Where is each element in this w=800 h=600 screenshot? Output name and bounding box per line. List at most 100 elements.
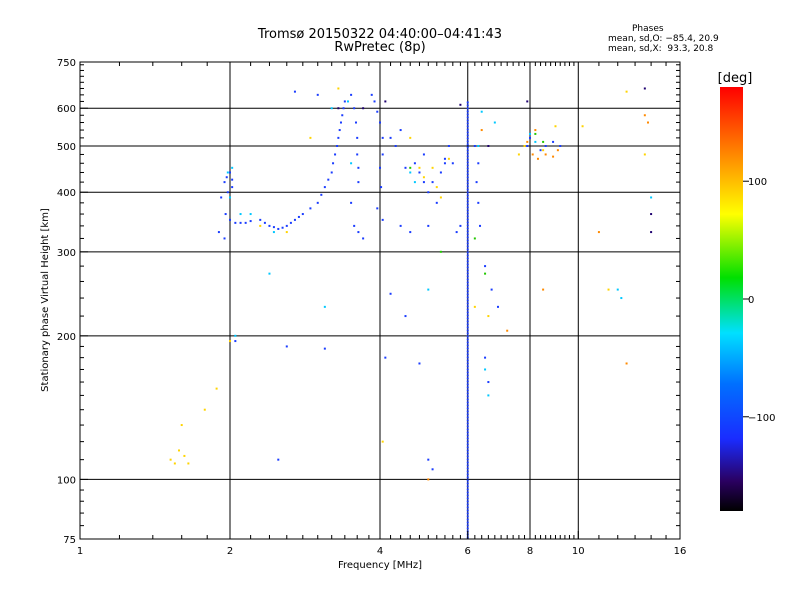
data-point	[466, 248, 469, 251]
data-point	[466, 209, 469, 212]
axis-ticks: 1 2 4 6 8 10 16 75 100 200 300 400 500 600 750	[57, 58, 686, 557]
data-point	[466, 206, 469, 209]
data-point	[466, 143, 469, 146]
data-point	[466, 326, 469, 329]
data-point	[466, 149, 469, 152]
data-point	[229, 340, 231, 343]
data-point	[484, 356, 487, 359]
data-point	[466, 476, 469, 479]
data-point	[220, 196, 223, 199]
data-point	[496, 305, 499, 308]
data-point	[466, 305, 469, 308]
data-point	[466, 275, 469, 278]
vertical-band	[466, 101, 469, 539]
data-point	[337, 107, 340, 110]
data-point	[552, 140, 555, 143]
data-point	[183, 454, 186, 457]
data-point	[268, 224, 271, 227]
data-point	[466, 455, 469, 458]
data-point	[268, 272, 271, 275]
data-point	[362, 237, 365, 240]
data-point	[409, 136, 412, 139]
data-point	[379, 121, 381, 124]
data-point	[466, 104, 469, 107]
data-point	[336, 144, 339, 147]
data-point	[620, 297, 623, 300]
colorbar	[720, 87, 743, 511]
data-point	[646, 121, 649, 124]
data-point	[259, 218, 262, 221]
x-tick-label: 1	[77, 546, 83, 557]
data-point	[466, 497, 469, 500]
data-point	[226, 171, 229, 174]
data-point	[431, 166, 434, 169]
data-point	[466, 239, 469, 242]
data-point	[435, 201, 438, 204]
data-point	[473, 237, 476, 240]
x-axis-label: Frequency [MHz]	[338, 560, 422, 571]
data-point	[625, 362, 628, 365]
data-point	[362, 107, 365, 110]
grid-lines	[80, 62, 680, 539]
data-point	[466, 485, 469, 488]
data-point	[353, 107, 356, 110]
data-point	[272, 231, 275, 234]
data-point	[480, 129, 483, 132]
data-point	[466, 413, 469, 416]
data-point	[650, 231, 653, 234]
data-point	[281, 226, 284, 229]
data-point	[466, 167, 469, 170]
data-point	[475, 181, 478, 184]
data-point	[466, 464, 469, 467]
data-point	[544, 144, 547, 147]
data-point	[356, 153, 359, 156]
data-point	[350, 201, 353, 204]
data-point	[554, 125, 557, 128]
data-point	[338, 129, 341, 132]
data-point	[285, 231, 288, 234]
data-point	[418, 362, 421, 365]
data-point	[466, 344, 469, 347]
data-point	[466, 164, 469, 167]
data-point	[466, 491, 469, 494]
data-point	[466, 158, 469, 161]
data-point	[215, 387, 218, 390]
data-point	[466, 146, 469, 149]
data-point	[466, 131, 469, 134]
data-point	[466, 440, 469, 443]
data-point	[466, 107, 469, 110]
data-point	[293, 90, 296, 93]
colorbar-tick-label: 0	[748, 295, 754, 306]
data-point	[466, 251, 469, 254]
data-point	[466, 197, 469, 200]
data-point	[217, 231, 220, 234]
data-point	[466, 119, 469, 122]
data-point	[484, 368, 487, 371]
data-point	[427, 288, 430, 291]
data-point	[466, 140, 469, 143]
data-point	[466, 503, 469, 506]
data-point	[466, 386, 469, 389]
data-point	[466, 191, 469, 194]
data-point	[625, 90, 628, 93]
data-point	[466, 509, 469, 512]
data-point	[466, 500, 469, 503]
data-point	[381, 440, 384, 443]
data-point	[466, 134, 469, 137]
data-point	[466, 419, 469, 422]
data-point	[380, 186, 383, 189]
data-point	[466, 374, 469, 377]
data-point	[422, 176, 425, 179]
data-point	[353, 224, 356, 227]
data-point	[466, 449, 469, 452]
data-point	[473, 144, 476, 147]
data-point	[466, 245, 469, 248]
data-point	[466, 137, 469, 140]
data-point	[466, 311, 469, 314]
data-point	[376, 207, 379, 210]
data-point	[479, 224, 482, 227]
data-point	[466, 122, 469, 125]
data-point	[466, 257, 469, 260]
data-point	[466, 494, 469, 497]
